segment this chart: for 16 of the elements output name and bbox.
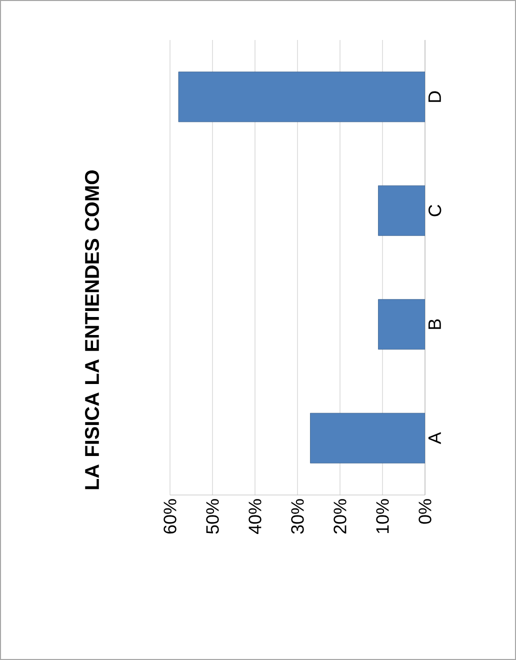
x-tick-label: 10%: [376, 499, 389, 534]
x-tick-label: 30%: [291, 499, 304, 534]
x-tick-label: 50%: [206, 499, 219, 534]
bar: [378, 185, 425, 236]
bar: [178, 72, 425, 122]
y-tick-label: D: [428, 91, 441, 102]
y-tick-label: C: [428, 204, 442, 216]
x-tick-label: 0%: [418, 499, 432, 524]
y-tick-label: B: [428, 319, 441, 329]
y-tick-label: A: [428, 432, 441, 444]
x-tick-label: 60%: [164, 499, 176, 534]
bar: [378, 299, 425, 350]
bar: [310, 412, 425, 464]
text: LA FISICA LA ENTIENDES COMO: [84, 170, 100, 490]
x-tick-label: 20%: [334, 499, 346, 534]
x-tick-label: 40%: [248, 499, 262, 534]
